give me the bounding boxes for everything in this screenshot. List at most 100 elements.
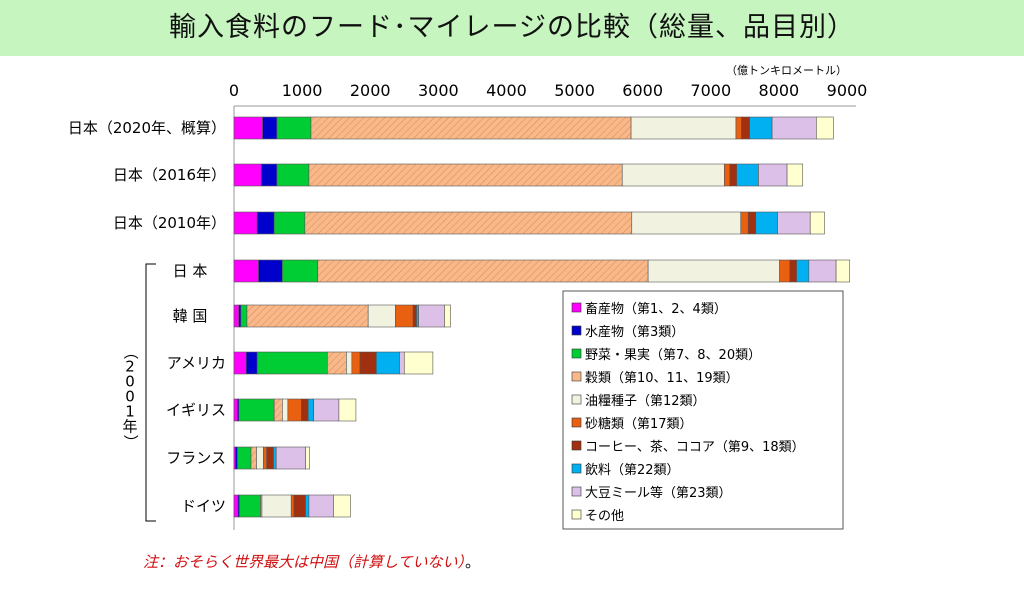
bar-segment <box>308 494 334 518</box>
bracket-label-char: ） <box>122 434 140 449</box>
bar-segment <box>305 446 310 470</box>
legend-label: 油糧種子（第12類） <box>585 393 706 409</box>
bar-segment <box>290 494 295 518</box>
bar-segment <box>816 116 834 140</box>
bar-segment <box>250 446 257 470</box>
bar-segment <box>237 446 252 470</box>
legend-label: 飲料（第22類） <box>585 462 680 478</box>
bracket-label-char: 0 <box>125 373 135 391</box>
bar-segment <box>233 494 239 518</box>
bracket-label-char: 年 <box>122 418 137 436</box>
category-label: イギリス <box>166 401 226 419</box>
bar-segment <box>395 304 414 328</box>
bar-segment <box>233 304 240 328</box>
bars <box>233 116 851 518</box>
bar-segment <box>305 494 310 518</box>
legend-label: コーヒー、茶、ココア（第9、18類） <box>585 439 805 455</box>
bar-segment <box>246 304 369 328</box>
category-label: 日本（2016年） <box>113 166 226 184</box>
x-tick-label: 5000 <box>554 81 595 100</box>
category-label: アメリカ <box>167 354 226 372</box>
footnote-text: 注：おそらく世界最大は中国（計算していない） <box>143 553 466 571</box>
category-labels: 日本（2020年、概算） 日本（2016年） 日本（2010年） 日 本韓 国アメリカ… <box>68 119 226 515</box>
bar-segment <box>233 163 262 187</box>
category-label: フランス <box>166 449 226 467</box>
bar-segment <box>418 304 445 328</box>
bar-segment <box>276 163 310 187</box>
category-label: 日本（2020年、概算） <box>68 119 226 137</box>
bar-segment <box>239 494 261 518</box>
bar-segment <box>789 259 797 283</box>
bar-segment <box>741 116 750 140</box>
bar-segment <box>412 304 417 328</box>
bar-segment <box>240 304 248 328</box>
x-tick-label: 1000 <box>282 81 323 100</box>
bar-segment <box>777 211 811 235</box>
bar-segment <box>786 163 804 187</box>
bar-segment <box>304 211 633 235</box>
bar-segment <box>275 446 306 470</box>
bar-segment <box>310 116 632 140</box>
legend-swatch <box>571 486 582 497</box>
bar-segment <box>724 163 731 187</box>
bar-segment <box>631 211 742 235</box>
bar-segment <box>273 211 306 235</box>
legend-swatch <box>571 394 582 405</box>
unit-label: （億トンキロメートル） <box>726 64 847 77</box>
bar-segment <box>233 259 259 283</box>
bar-segment <box>749 116 773 140</box>
bar-segment <box>367 304 396 328</box>
bar-segment <box>736 163 759 187</box>
bar-segment <box>835 259 851 283</box>
bar-segment <box>233 398 238 422</box>
bar-segment <box>416 304 419 328</box>
x-tick-label: 2000 <box>350 81 391 100</box>
bar-segment <box>317 259 649 283</box>
legend-label: 野菜・果実（第7、8、20類） <box>585 347 761 363</box>
bar-segment <box>261 494 292 518</box>
legend-swatch <box>571 371 582 382</box>
bar-segment <box>233 351 247 375</box>
bar-segment <box>301 398 309 422</box>
bar-segment <box>755 211 778 235</box>
bar-segment <box>376 351 400 375</box>
bracket-label-char: （ <box>122 344 140 359</box>
bar-segment <box>276 116 312 140</box>
x-tick-label: 4000 <box>486 81 527 100</box>
bar-segment <box>245 351 258 375</box>
bracket-label-char: 0 <box>125 388 135 406</box>
bar-segment <box>287 398 302 422</box>
x-tick-label: 6000 <box>622 81 663 100</box>
bar-segment <box>308 163 623 187</box>
legend-label: 水産物（第3類） <box>585 324 684 340</box>
legend-swatch <box>571 348 582 359</box>
bracket-label-char: 2 <box>125 358 135 376</box>
bracket-label-char: 1 <box>125 403 135 421</box>
bar-segment <box>293 494 306 518</box>
bar-segment <box>238 398 275 422</box>
bracket-label-background <box>119 346 141 448</box>
category-label: ドイツ <box>181 497 226 515</box>
footnote-period: 。 <box>465 553 481 571</box>
legend-label: 大豆ミール等（第23類） <box>585 485 732 501</box>
legend-swatch <box>571 440 582 451</box>
legend-box <box>562 290 844 530</box>
bar-segment <box>313 398 340 422</box>
bar-segment <box>809 211 825 235</box>
bar-segment <box>258 259 283 283</box>
bar-segment <box>233 211 258 235</box>
bar-segment <box>621 163 725 187</box>
bar-segment <box>233 116 263 140</box>
x-tick-label: 7000 <box>690 81 731 100</box>
bar-segment <box>359 351 377 375</box>
legend-swatch <box>571 302 582 313</box>
bar-segment <box>256 446 264 470</box>
bar-segment <box>256 211 275 235</box>
legend-label: 穀類（第10、11、19類） <box>585 371 739 386</box>
legend: 畜産物（第1、2、4類） 水産物（第3類） 野菜・果実（第7、8、20類） 穀類（第1… <box>562 290 844 530</box>
bar-segment <box>747 211 757 235</box>
x-tick-label: 8000 <box>759 81 800 100</box>
chart-title: 輸入食料のフード･マイレージの比較（総量、品目別） <box>169 12 855 43</box>
